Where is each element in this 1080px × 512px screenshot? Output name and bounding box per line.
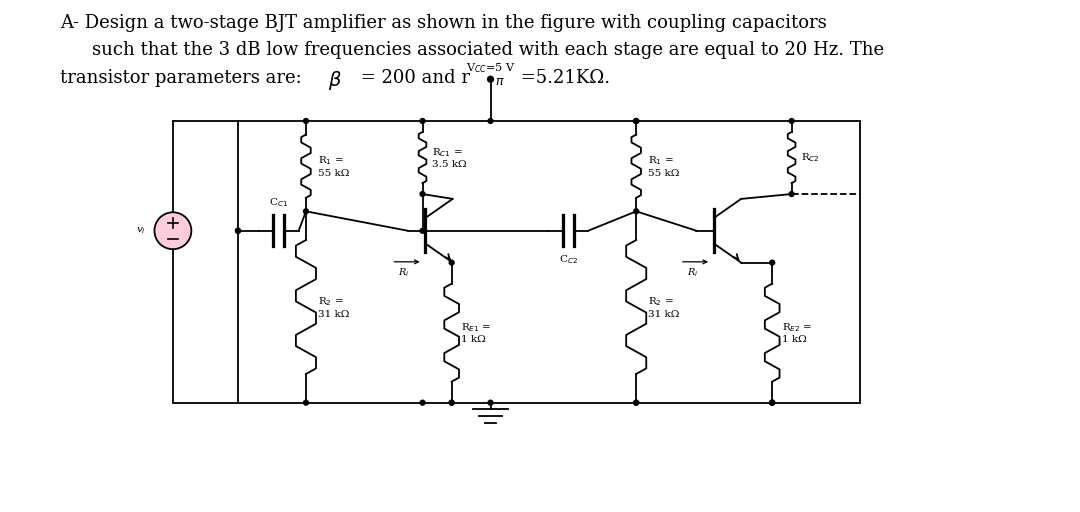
Circle shape [420, 228, 424, 233]
Text: C$_{C2}$: C$_{C2}$ [558, 253, 578, 266]
Circle shape [235, 228, 241, 233]
Circle shape [303, 400, 309, 405]
Text: R$_{C2}$: R$_{C2}$ [801, 151, 820, 164]
Circle shape [303, 209, 309, 214]
Circle shape [420, 119, 424, 123]
Text: R$_i$: R$_i$ [399, 266, 409, 279]
Text: A- Design a two-stage BJT amplifier as shown in the figure with coupling capacit: A- Design a two-stage BJT amplifier as s… [60, 14, 827, 32]
Text: R$_1$ =
55 kΩ: R$_1$ = 55 kΩ [648, 155, 679, 178]
Text: transistor parameters are:: transistor parameters are: [60, 69, 308, 87]
Circle shape [488, 400, 492, 405]
Circle shape [487, 76, 494, 82]
Circle shape [634, 209, 638, 214]
Circle shape [770, 400, 774, 405]
Circle shape [770, 400, 774, 405]
Circle shape [789, 119, 794, 123]
Circle shape [634, 400, 638, 405]
Circle shape [449, 260, 454, 265]
Circle shape [634, 119, 638, 123]
Circle shape [420, 400, 424, 405]
Circle shape [634, 400, 638, 405]
Text: R$_i$: R$_i$ [687, 266, 699, 279]
Circle shape [488, 119, 492, 123]
Text: R$_2$ =
31 kΩ: R$_2$ = 31 kΩ [318, 295, 349, 318]
Circle shape [634, 119, 638, 123]
Circle shape [303, 119, 309, 123]
Circle shape [770, 260, 774, 265]
Text: R$_{E1}$ =
1 kΩ: R$_{E1}$ = 1 kΩ [461, 321, 491, 344]
Circle shape [770, 400, 774, 405]
Text: R$_{E2}$ =
1 kΩ: R$_{E2}$ = 1 kΩ [782, 321, 812, 344]
Text: V$_{CC}$=5 V: V$_{CC}$=5 V [465, 61, 515, 75]
Text: v$_i$: v$_i$ [136, 225, 146, 236]
Circle shape [235, 228, 241, 233]
Circle shape [634, 119, 638, 123]
Text: $\beta$: $\beta$ [328, 69, 342, 92]
Circle shape [154, 212, 191, 249]
Circle shape [789, 191, 794, 197]
Text: $_\pi$: $_\pi$ [496, 69, 505, 87]
Text: = 200 and r: = 200 and r [354, 69, 470, 87]
Circle shape [449, 400, 454, 405]
Text: R$_2$ =
31 kΩ: R$_2$ = 31 kΩ [648, 295, 679, 318]
Text: =5.21KΩ.: =5.21KΩ. [515, 69, 610, 87]
Circle shape [449, 400, 454, 405]
Circle shape [420, 191, 424, 197]
Text: such that the 3 dB low frequencies associated with each stage are equal to 20 Hz: such that the 3 dB low frequencies assoc… [92, 41, 885, 59]
Text: R$_{C1}$ =
3.5 kΩ: R$_{C1}$ = 3.5 kΩ [432, 146, 467, 169]
Text: C$_{C1}$: C$_{C1}$ [269, 197, 288, 209]
Text: R$_1$ =
55 kΩ: R$_1$ = 55 kΩ [318, 155, 349, 178]
